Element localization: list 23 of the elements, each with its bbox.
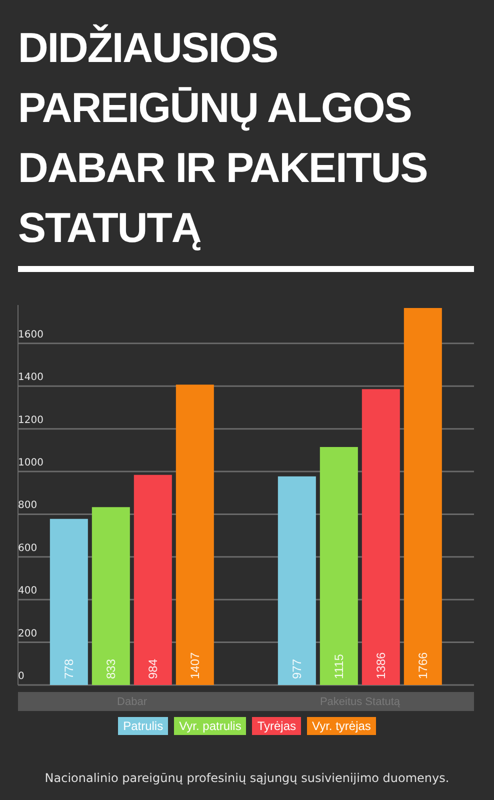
text: Vyr. patrulis — [174, 717, 246, 735]
text: Patrulis — [118, 717, 168, 735]
data-label: 977 — [290, 658, 304, 679]
text: Tyrėjas — [252, 717, 302, 735]
data-label: 984 — [146, 658, 160, 679]
y-tick-label: 800 — [18, 500, 38, 512]
y-tick-label: 1000 — [18, 458, 44, 469]
text: Nacionalinio pareigūnų profesinių sąjungų susivienijimo duomenys. — [44, 771, 450, 785]
data-label: 778 — [62, 658, 76, 679]
chart-title: DIDŽIAUSIOS PAREIGŪNŲ ALGOS DABAR IR PAKEITUS STATUTĄ — [18, 23, 428, 253]
y-tick-label: 200 — [18, 628, 38, 640]
y-tick-label: 0 — [18, 671, 24, 682]
y-tick-label: 400 — [18, 586, 38, 597]
data-label: 1115 — [332, 654, 346, 679]
y-tick-label: 1200 — [18, 414, 44, 426]
text: Vyr. tyrėjas — [307, 717, 376, 735]
y-tick-label: 1600 — [18, 329, 44, 340]
data-label: 833 — [104, 658, 118, 679]
data-label: 1407 — [188, 652, 202, 679]
y-tick-label: 600 — [18, 542, 38, 554]
data-label: 1766 — [416, 652, 430, 679]
y-tick-label: 1400 — [18, 372, 44, 384]
data-label: 1386 — [374, 652, 388, 679]
